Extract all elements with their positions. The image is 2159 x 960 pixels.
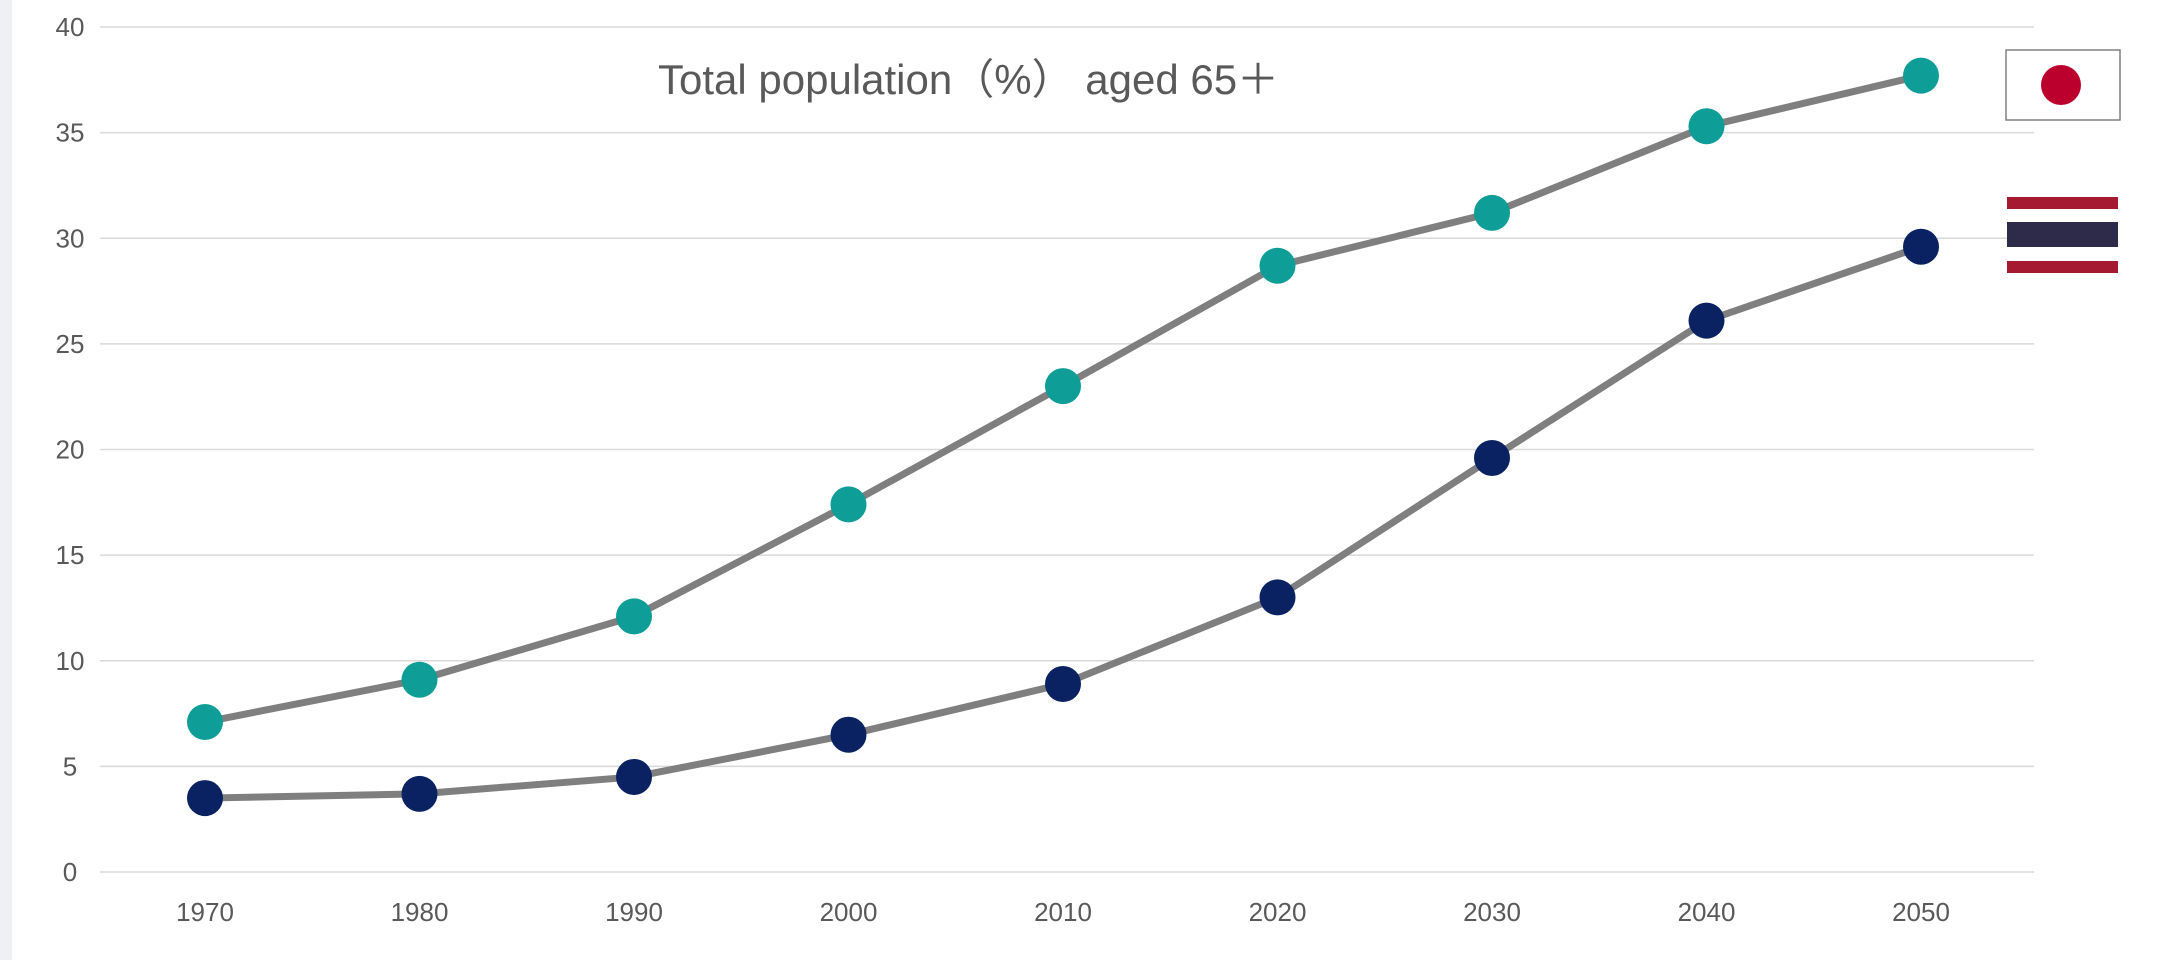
x-axis-ticks: 1970 1980 1990 2000 2010 2020 2030 2040 2050 — [176, 897, 1950, 927]
y-tick-label: 20 — [56, 435, 85, 465]
y-tick-label: 35 — [56, 118, 85, 148]
y-tick-label: 30 — [56, 223, 85, 253]
series-group — [187, 57, 1939, 817]
chart-title: Total population（%） aged 65＋ — [658, 56, 1279, 103]
data-point — [187, 704, 223, 741]
data-point — [616, 758, 652, 795]
x-tick-label: 2020 — [1249, 897, 1307, 927]
data-point — [1903, 228, 1939, 265]
series-line-2 — [201, 243, 1925, 802]
data-point — [830, 716, 867, 753]
x-tick-label: 1980 — [391, 897, 449, 927]
y-tick-label: 5 — [63, 751, 77, 781]
data-point — [1259, 247, 1296, 284]
x-tick-label: 2010 — [1034, 897, 1092, 927]
y-tick-label: 10 — [56, 646, 85, 676]
data-point — [187, 780, 223, 817]
data-point — [1688, 108, 1725, 145]
x-tick-label: 1990 — [605, 897, 663, 927]
data-point — [1045, 665, 1081, 702]
y-tick-label: 40 — [56, 12, 85, 42]
data-point — [616, 598, 652, 635]
data-point — [1903, 57, 1939, 94]
y-axis-ticks: 0 5 10 15 20 25 30 35 40 — [56, 12, 85, 887]
data-point — [401, 661, 438, 698]
thailand-flag-icon — [2007, 197, 2118, 273]
data-point — [1474, 439, 1510, 476]
x-tick-label: 1970 — [176, 897, 234, 927]
data-point — [830, 486, 867, 523]
x-tick-label: 2050 — [1892, 897, 1950, 927]
chart-plot: 0 5 10 15 20 25 30 35 40 1970 1980 1990 2000 2010 202… — [56, 12, 2121, 927]
y-tick-label: 25 — [56, 329, 85, 359]
chart-card: 0 5 10 15 20 25 30 35 40 1970 1980 1990 2000 2010 202… — [12, 0, 2159, 960]
data-point — [1045, 368, 1081, 405]
x-tick-label: 2000 — [820, 897, 878, 927]
y-tick-label: 0 — [63, 857, 77, 887]
japan-flag-icon — [2005, 49, 2121, 121]
data-point — [1688, 302, 1725, 339]
x-tick-label: 2040 — [1678, 897, 1736, 927]
y-tick-label: 15 — [56, 540, 85, 570]
data-point — [1474, 194, 1510, 231]
gridlines — [100, 26, 2034, 873]
data-point — [401, 775, 438, 812]
x-tick-label: 2030 — [1463, 897, 1521, 927]
data-point — [1259, 579, 1296, 616]
